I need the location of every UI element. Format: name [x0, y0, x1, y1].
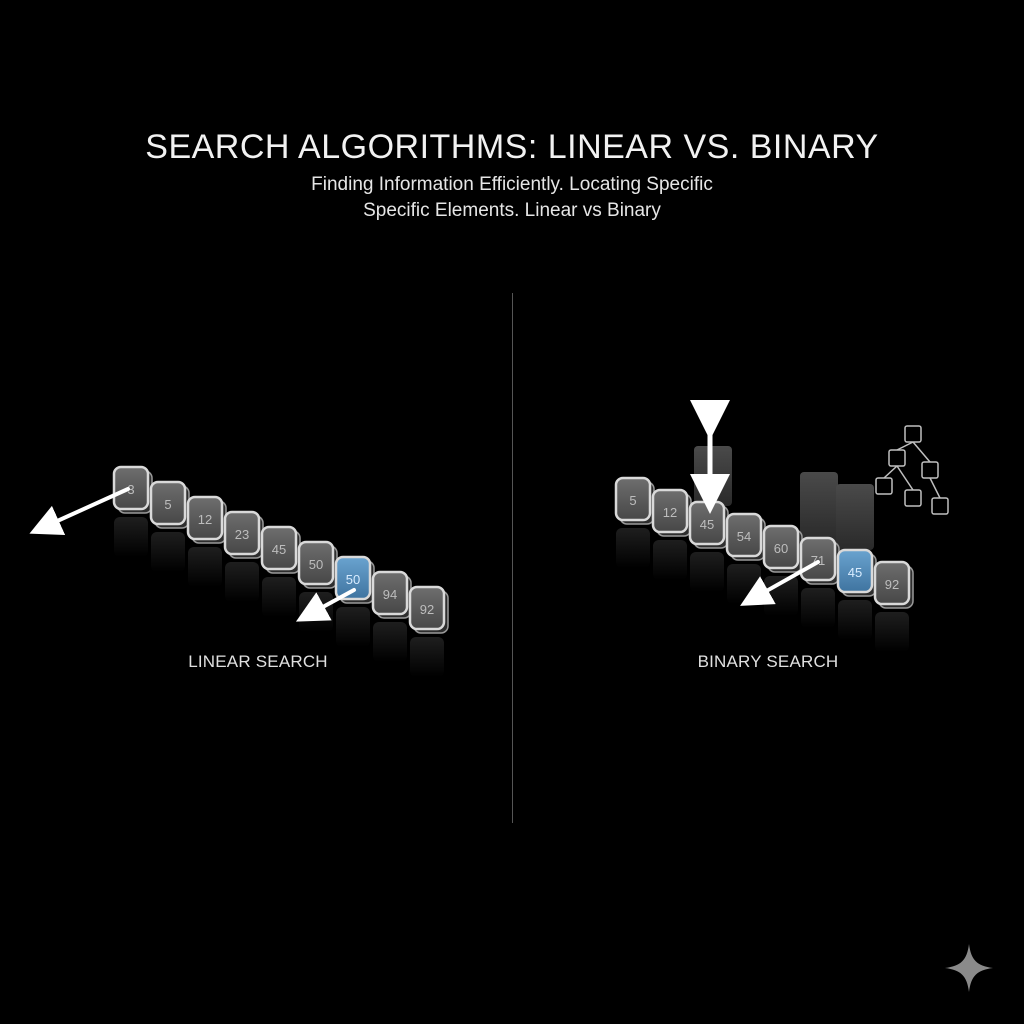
binary-cell-reflection	[838, 600, 872, 640]
linear-cell-reflection	[336, 607, 370, 647]
linear-cell-reflection	[225, 562, 259, 602]
binary-cell-reflection	[875, 612, 909, 652]
linear-cell-2: 12	[188, 497, 226, 587]
linear-cell-value: 5	[164, 497, 171, 512]
linear-cell-value: 23	[235, 527, 249, 542]
binary-cell-reflection	[801, 588, 835, 628]
linear-cell-value: 50	[346, 572, 360, 587]
binary-cell-6: 45	[838, 550, 876, 640]
binary-cell-reflection	[690, 552, 724, 592]
binary-search-label: BINARY SEARCH	[638, 652, 898, 672]
binary-cell-reflection	[616, 528, 650, 568]
binary-cell-value: 12	[663, 505, 677, 520]
linear-cell-value: 50	[309, 557, 323, 572]
linear-array: 35 12 23 45 50 50 94 92	[114, 467, 448, 677]
node-tree-icon	[876, 426, 948, 514]
linear-cell-value: 45	[272, 542, 286, 557]
binary-cell-2: 45	[690, 502, 728, 592]
binary-cell-4: 60	[764, 526, 802, 616]
linear-cell-4: 45	[262, 527, 300, 617]
linear-cell-5: 50	[299, 542, 337, 632]
binary-cell-0: 5	[616, 478, 654, 568]
binary-cell-value: 60	[774, 541, 788, 556]
linear-cell-0: 3	[114, 467, 152, 557]
linear-cell-value: 94	[383, 587, 397, 602]
linear-cell-reflection	[188, 547, 222, 587]
pillar-3	[836, 484, 874, 550]
binary-cell-value: 5	[629, 493, 636, 508]
linear-cell-7: 94	[373, 572, 411, 662]
linear-cell-6: 50	[336, 557, 374, 647]
binary-cell-value: 92	[885, 577, 899, 592]
linear-cell-value: 92	[420, 602, 434, 617]
binary-cell-value: 54	[737, 529, 751, 544]
binary-cell-reflection	[653, 540, 687, 580]
binary-cell-3: 54	[727, 514, 765, 604]
linear-cell-reflection	[410, 637, 444, 677]
linear-cell-8: 92	[410, 587, 448, 677]
sparkle-icon	[941, 940, 997, 996]
linear-cell-value: 12	[198, 512, 212, 527]
binary-cell-value: 45	[700, 517, 714, 532]
pillar-1	[694, 446, 732, 506]
binary-cell-5: 71	[801, 538, 839, 628]
linear-cell-reflection	[114, 517, 148, 557]
linear-cell-1: 5	[151, 482, 189, 572]
binary-cell-value: 45	[848, 565, 862, 580]
linear-search-label: LINEAR SEARCH	[128, 652, 388, 672]
linear-cell-reflection	[151, 532, 185, 572]
binary-cell-1: 12	[653, 490, 691, 580]
linear-cell-3: 23	[225, 512, 263, 602]
pillar-2	[800, 472, 838, 542]
binary-cell-7: 92	[875, 562, 913, 652]
linear-cell-reflection	[262, 577, 296, 617]
